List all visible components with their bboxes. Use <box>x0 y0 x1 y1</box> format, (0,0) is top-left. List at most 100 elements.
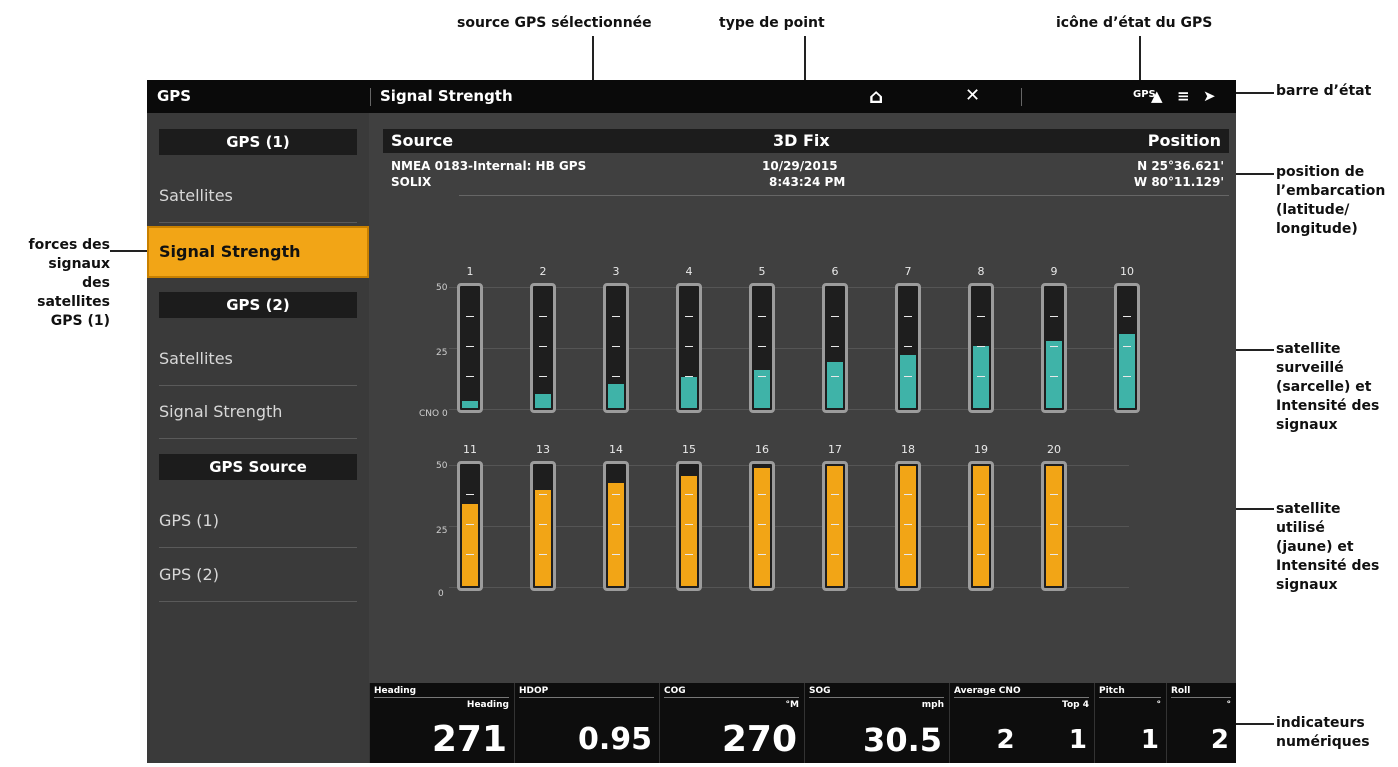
source-line-1: NMEA 0183-Internal: HB GPS <box>391 159 587 173</box>
info-header: Source 3D Fix Position <box>383 129 1229 153</box>
tracked-satellite-bar[interactable] <box>1041 283 1067 413</box>
tracked-satellite-bar[interactable] <box>457 283 483 413</box>
boat-icon[interactable]: ▲ <box>1151 87 1163 105</box>
tracked-satellite-bar[interactable] <box>749 283 775 413</box>
sonar-icon[interactable]: ≡ <box>1177 87 1190 105</box>
used-satellite-bar[interactable] <box>676 461 702 591</box>
source-label: Source <box>391 131 454 150</box>
tracked-bar-tick <box>685 316 693 317</box>
used-signal-fill <box>973 466 989 586</box>
used-bar-tick <box>758 524 766 525</box>
tracked-satellite-bar[interactable] <box>530 283 556 413</box>
readout-divider <box>374 697 509 698</box>
sidebar-item-source-gps2[interactable]: GPS (2) <box>159 549 357 602</box>
readout-divider <box>519 697 654 698</box>
device-screen: GPS Signal Strength ⌂ ✕ GPS ▲ ≡ ➤ GPS (1… <box>147 80 1236 763</box>
sidebar-item-gps2-signal-strength[interactable]: Signal Strength <box>159 386 357 439</box>
tracked-satellite-bar[interactable] <box>1114 283 1140 413</box>
tracked-satellite-bar[interactable] <box>968 283 994 413</box>
used-satellite-bar[interactable] <box>968 461 994 591</box>
tracked-signal-fill <box>462 401 478 408</box>
used-signal-fill <box>900 466 916 586</box>
used-bar-tick <box>539 524 547 525</box>
tracked-bar-tick <box>1050 316 1058 317</box>
readout-box[interactable]: Heading Heading 271 <box>369 683 515 763</box>
readout-unit: ° <box>1156 700 1162 710</box>
callout-digital: indicateurs numériques <box>1276 715 1370 750</box>
readout-label: COG <box>664 686 686 696</box>
tracked-bar-tick <box>831 346 839 347</box>
sidebar-item-source-gps1[interactable]: GPS (1) <box>159 495 357 548</box>
used-satellite-bar[interactable] <box>530 461 556 591</box>
tracked-signal-fill <box>535 394 551 408</box>
used-signal-fill <box>462 504 478 586</box>
tracked-signal-fill <box>1046 341 1062 408</box>
readout-unit: ° <box>1226 700 1232 710</box>
used-bar-tick <box>831 524 839 525</box>
sidebar-item-gps1-signal-strength[interactable]: Signal Strength <box>147 226 381 278</box>
readout-box[interactable]: SOG mph 30.5 <box>804 683 950 763</box>
tracked-satellite-bar[interactable] <box>603 283 629 413</box>
used-bar-tick <box>831 494 839 495</box>
tracked-signal-fill <box>1119 334 1135 408</box>
readout-label: Pitch <box>1099 686 1125 696</box>
tracked-signal-fill <box>900 355 916 408</box>
tracked-bar-tick <box>1123 346 1131 347</box>
tracked-satellite-number: 1 <box>466 265 474 278</box>
sidebar-item-gps2-satellites[interactable]: Satellites <box>159 333 357 386</box>
leader-digital <box>1236 723 1274 725</box>
navigation-icon[interactable]: ➤ <box>1203 87 1216 105</box>
leader-position <box>1236 173 1274 175</box>
tracked-satellite-number: 2 <box>539 265 547 278</box>
tracked-bar-tick <box>1050 376 1058 377</box>
status-divider <box>370 88 371 106</box>
digital-readouts-bar: Heading Heading 271 HDOP 0.95 COG °M 270 SOG mph 3… <box>369 683 1236 763</box>
tracked-bar-tick <box>466 346 474 347</box>
home-icon[interactable]: ⌂ <box>869 84 884 108</box>
used-gridline <box>449 465 1129 466</box>
tracked-signal-fill <box>681 377 697 408</box>
tracked-bar-tick <box>977 346 985 347</box>
used-bar-tick <box>685 554 693 555</box>
used-satellite-bar[interactable] <box>822 461 848 591</box>
used-bar-tick <box>612 524 620 525</box>
tracked-bar-tick <box>685 346 693 347</box>
used-satellite-number: 13 <box>536 443 550 456</box>
tracked-satellite-bar[interactable] <box>676 283 702 413</box>
used-satellite-bar[interactable] <box>749 461 775 591</box>
tracked-bar-tick <box>466 316 474 317</box>
tracked-satellite-bar[interactable] <box>822 283 848 413</box>
y-axis-label-bottom-50: 50 <box>436 461 448 471</box>
sidebar-header-gps1: GPS (1) <box>159 129 357 155</box>
readout-box[interactable]: Roll ° 2 <box>1166 683 1236 763</box>
used-satellite-number: 15 <box>682 443 696 456</box>
used-satellite-number: 17 <box>828 443 842 456</box>
sidebar-item-gps1-satellites[interactable]: Satellites <box>159 170 357 223</box>
readout-box[interactable]: HDOP 0.95 <box>514 683 660 763</box>
tracked-bar-tick <box>831 376 839 377</box>
tracked-satellite-bar[interactable] <box>895 283 921 413</box>
used-bar-tick <box>1050 554 1058 555</box>
tracked-gridline <box>449 287 1129 288</box>
tracked-satellite-number: 5 <box>758 265 766 278</box>
gps-status-icon[interactable]: GPS <box>1133 89 1156 100</box>
tracked-signal-fill <box>608 384 624 408</box>
readout-box[interactable]: Pitch ° 1 <box>1094 683 1167 763</box>
used-bar-tick <box>685 524 693 525</box>
used-satellite-bar[interactable] <box>1041 461 1067 591</box>
tracked-bar-tick <box>612 346 620 347</box>
close-icon[interactable]: ✕ <box>965 85 981 106</box>
readout-box[interactable]: Average CNO Top 4 2 1 <box>949 683 1095 763</box>
readout-value: 30.5 <box>863 721 942 759</box>
tracked-bar-tick <box>1050 346 1058 347</box>
used-satellite-bar[interactable] <box>603 461 629 591</box>
readout-box[interactable]: COG °M 270 <box>659 683 805 763</box>
used-satellite-bar[interactable] <box>457 461 483 591</box>
used-satellite-bar[interactable] <box>895 461 921 591</box>
tracked-bar-tick <box>539 316 547 317</box>
used-satellite-number: 19 <box>974 443 988 456</box>
readout-label: Average CNO <box>954 686 1021 696</box>
readout-label: HDOP <box>519 686 549 696</box>
tracked-signal-fill <box>827 362 843 408</box>
callout-position: position de l’embarcation (latitude/longi… <box>1276 164 1386 237</box>
